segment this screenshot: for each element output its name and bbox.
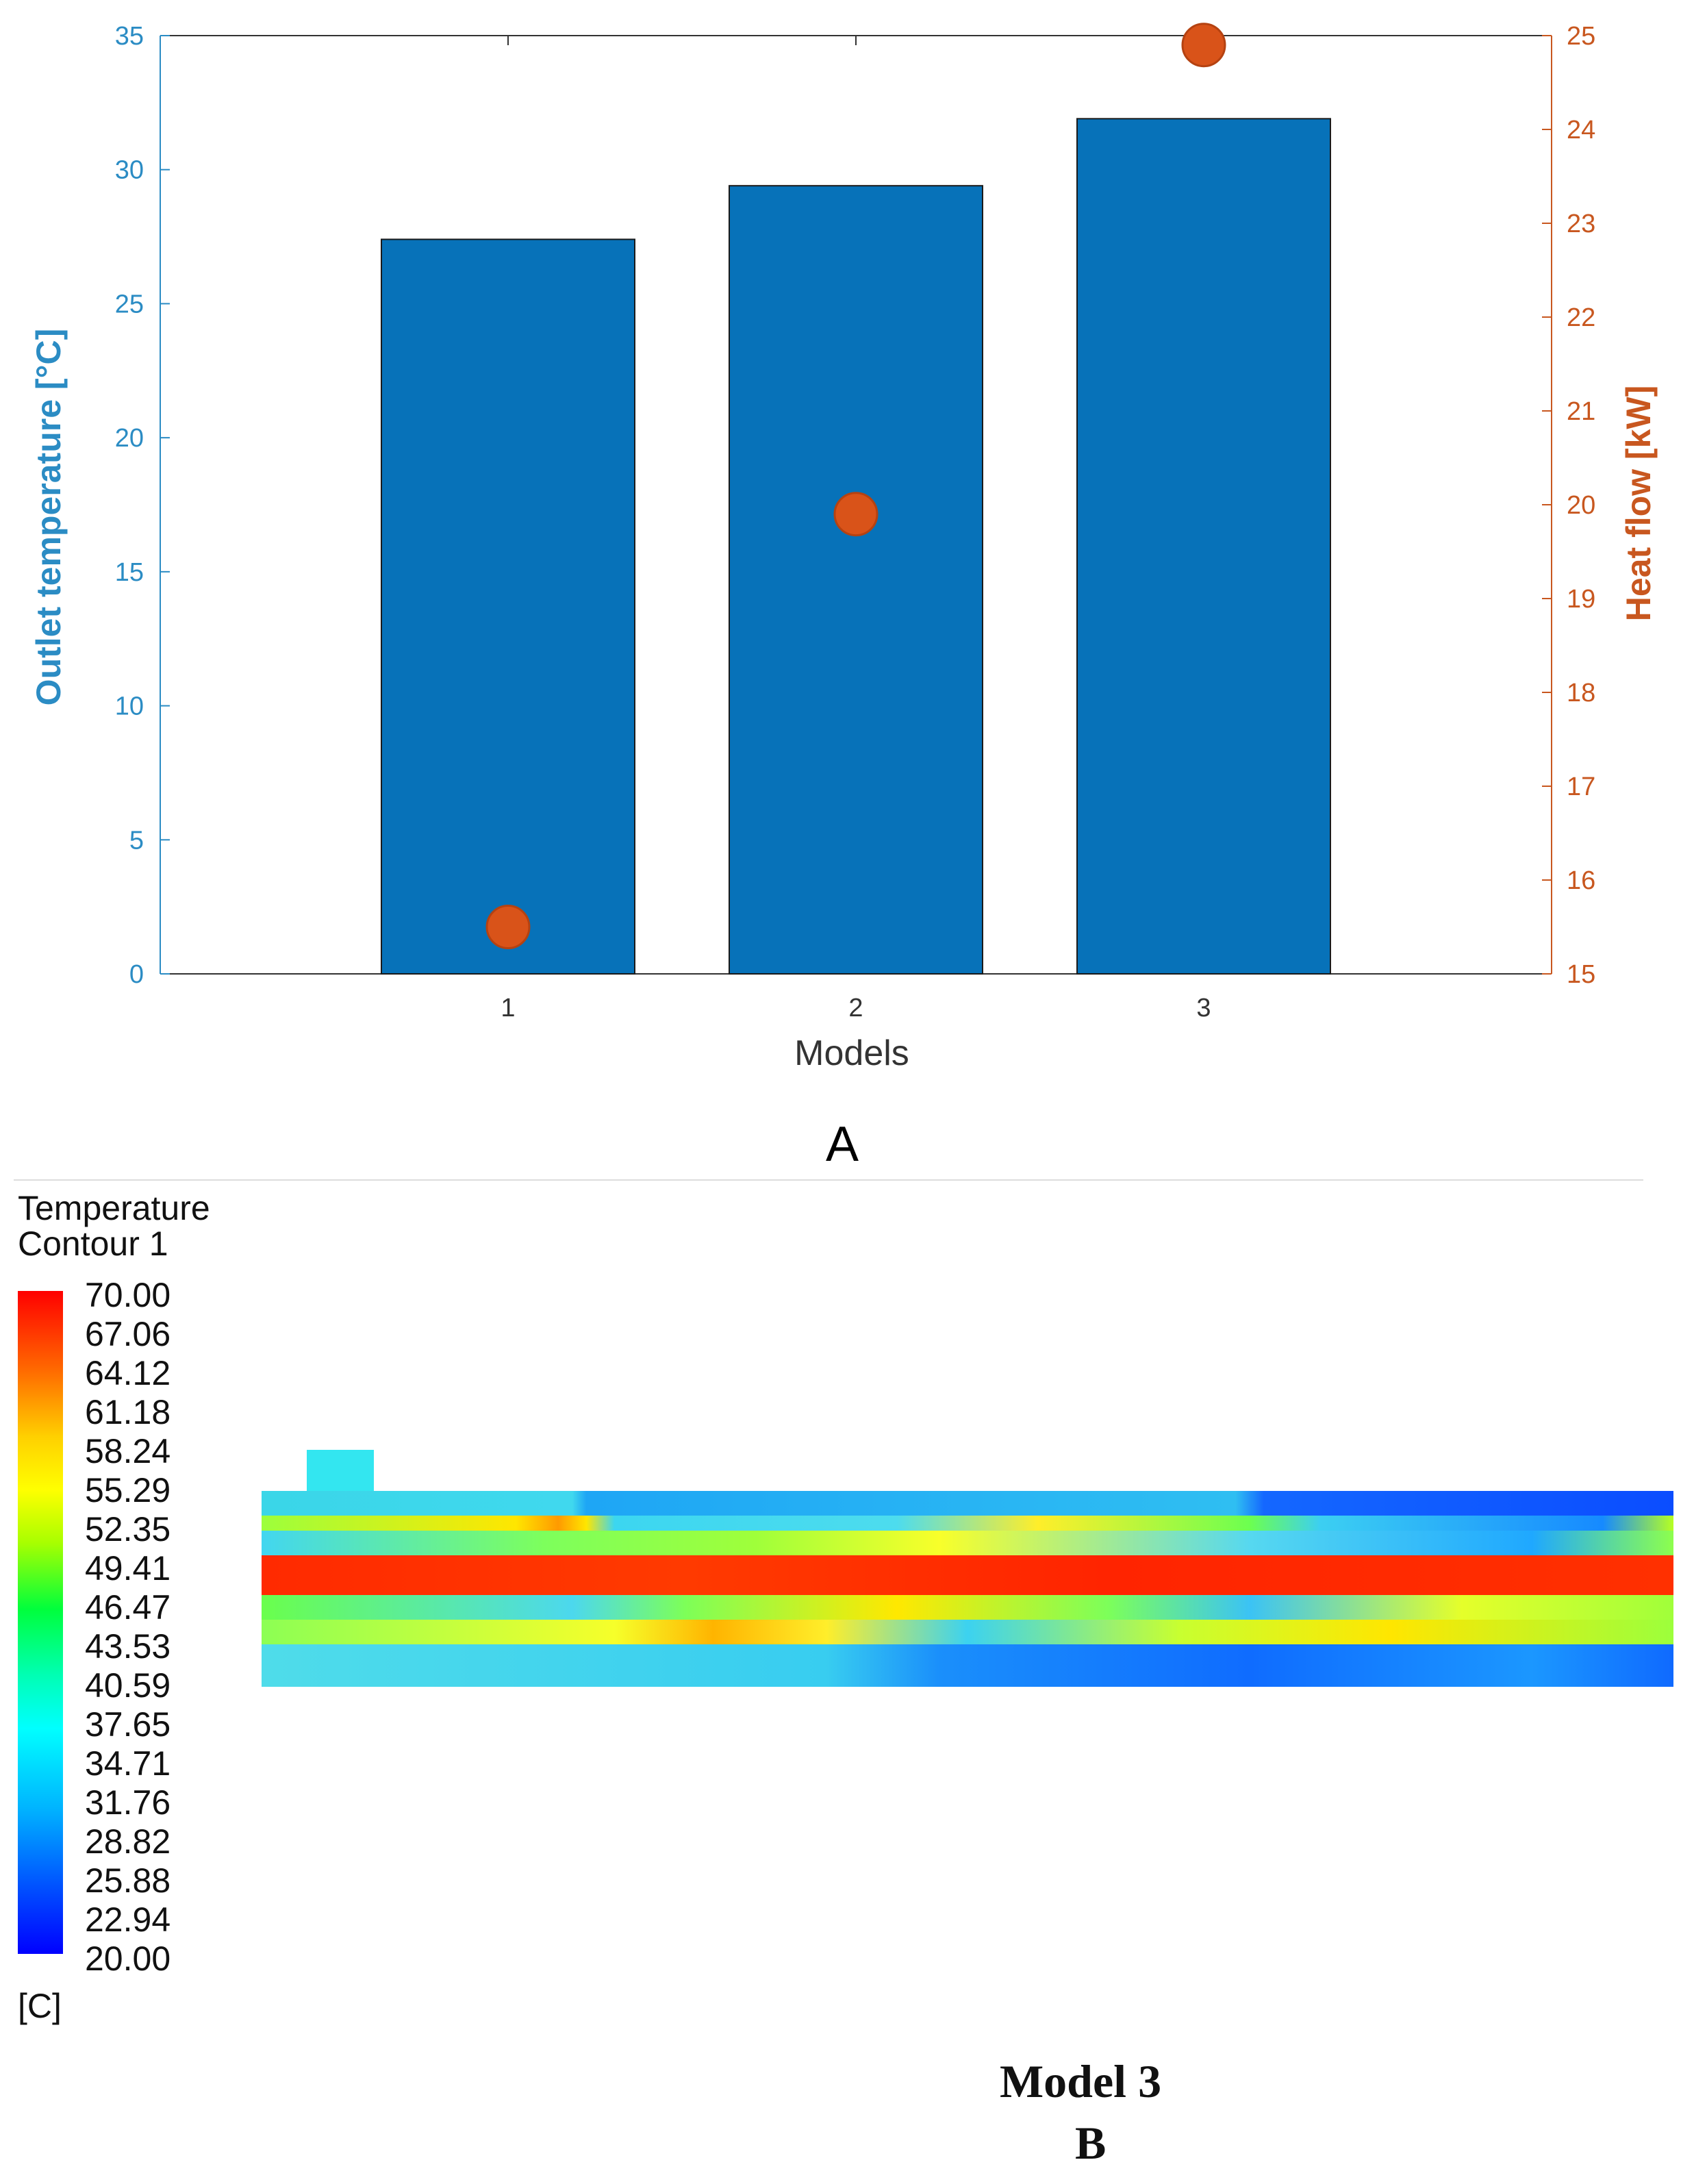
contour-title-line1: Temperature	[18, 1189, 210, 1227]
y-tick-label-right: 20	[1567, 491, 1595, 520]
colorbar-label: 46.47	[85, 1588, 171, 1627]
colorbar-label: 70.00	[85, 1276, 171, 1314]
y-tick-label-right: 19	[1567, 585, 1595, 614]
colorbar-label: 58.24	[85, 1432, 171, 1470]
y-tick-label-right: 21	[1567, 397, 1595, 426]
tube-band-lower-1	[262, 1595, 1673, 1620]
bar-outlet-temperature	[381, 238, 635, 975]
shell-band-bottom	[262, 1644, 1673, 1687]
colorbar-label: 52.35	[85, 1510, 171, 1548]
tube-band-lower-2	[262, 1620, 1673, 1644]
core-tube-hot	[262, 1555, 1673, 1595]
y-tick-label-left: 10	[115, 692, 144, 721]
colorbar-label: 37.65	[85, 1705, 171, 1744]
x-tick-label: 3	[1196, 994, 1211, 1022]
point-heat-flow	[485, 905, 531, 949]
heat-exchanger-contour	[262, 1491, 1673, 1687]
y-tick-label-left: 0	[129, 960, 144, 989]
shell-band-top	[262, 1491, 1673, 1516]
colorbar-label: 25.88	[85, 1861, 171, 1900]
y-tick-label-left: 25	[115, 290, 144, 318]
colorbar-label: 64.12	[85, 1354, 171, 1392]
model-name: Model 3	[1000, 2055, 1162, 2107]
x-axis-label: Models	[794, 1033, 909, 1073]
y-tick-label-left: 20	[115, 424, 144, 453]
panel-label-a: A	[826, 1117, 859, 1172]
panel-divider	[14, 1179, 1643, 1181]
tube-band-upper-2	[262, 1531, 1673, 1555]
colorbar-label: 22.94	[85, 1900, 171, 1939]
colorbar-label: 61.18	[85, 1393, 171, 1431]
colorbar-label: 55.29	[85, 1471, 171, 1509]
contour-legend-title: Temperature Contour 1	[18, 1190, 210, 1262]
y-tick-label-right: 24	[1567, 116, 1595, 145]
y-tick-label-right: 23	[1567, 210, 1595, 238]
colorbar-label: 20.00	[85, 1940, 171, 1978]
y-tick-label-right: 15	[1567, 960, 1595, 989]
colorbar-label: 31.76	[85, 1783, 171, 1822]
y-tick-label-right: 17	[1567, 773, 1595, 801]
y-tick-label-left: 5	[129, 826, 144, 855]
y-tick-label-right: 18	[1567, 679, 1595, 707]
y-tick-label-right: 22	[1567, 303, 1595, 332]
y-tick-label-left: 15	[115, 558, 144, 587]
point-heat-flow	[1181, 23, 1226, 68]
y-tick-label-right: 25	[1567, 22, 1595, 51]
colorbar-label: 34.71	[85, 1744, 171, 1783]
temperature-colorbar	[18, 1291, 63, 1954]
colorbar-label: 43.53	[85, 1627, 171, 1666]
colorbar-label: 28.82	[85, 1822, 171, 1861]
x-tick-label: 2	[848, 994, 863, 1022]
y-axis-label-left: Outlet temperature [°C]	[29, 329, 68, 706]
panel-label-b: B	[1075, 2117, 1107, 2169]
colorbar-unit: [C]	[18, 1987, 62, 2025]
bar-outlet-temperature	[1076, 118, 1331, 975]
y-axis-label-right: Heat flow [kW]	[1619, 386, 1658, 621]
x-tick-label: 1	[501, 994, 515, 1022]
tube-band-upper-1	[262, 1516, 1673, 1531]
colorbar-label: 49.41	[85, 1549, 171, 1587]
colorbar-label: 40.59	[85, 1666, 171, 1705]
bar-outlet-temperature	[729, 185, 983, 975]
contour-title-line2: Contour 1	[18, 1225, 168, 1263]
y-tick-label-left: 35	[115, 22, 144, 51]
colorbar-label: 67.06	[85, 1315, 171, 1353]
inlet-pipe	[307, 1450, 374, 1492]
y-tick-label-right: 16	[1567, 866, 1595, 895]
y-tick-label-left: 30	[115, 156, 144, 185]
point-heat-flow	[833, 492, 878, 537]
